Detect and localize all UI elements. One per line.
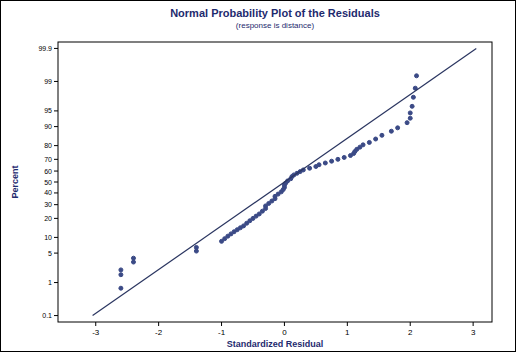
y-tick-label: 40 (44, 189, 52, 196)
x-tick (347, 322, 348, 326)
data-point (323, 161, 327, 165)
y-tick-label: 99 (44, 78, 52, 85)
y-tick-label: 10 (44, 234, 52, 241)
y-tick (54, 159, 58, 160)
data-point (119, 286, 123, 290)
x-tick-label: 2 (408, 328, 413, 337)
x-tick-label: -2 (155, 328, 163, 337)
y-tick (54, 315, 58, 316)
x-tick (284, 322, 285, 326)
x-axis-label: Standardized Residual (227, 339, 324, 349)
y-tick-label: 95 (44, 107, 52, 114)
y-tick-label: 90 (44, 123, 52, 130)
data-point (408, 111, 412, 115)
data-point (308, 166, 312, 170)
plot-frame (58, 42, 492, 322)
data-point (396, 126, 400, 130)
y-tick (54, 48, 58, 49)
data-point (361, 143, 365, 147)
plot-area (93, 48, 477, 315)
data-point (194, 245, 198, 249)
subtitle: (response is distance) (236, 21, 315, 30)
data-point (342, 155, 346, 159)
y-tick (54, 218, 58, 219)
y-tick-label: 80 (44, 142, 52, 149)
data-point (410, 104, 414, 108)
data-point (330, 159, 334, 163)
data-point (408, 116, 412, 120)
data-point (131, 256, 135, 260)
y-tick (54, 253, 58, 254)
y-tick (54, 282, 58, 283)
x-tick (158, 322, 159, 326)
x-tick-label: 0 (282, 328, 287, 337)
x-tick (95, 322, 96, 326)
y-axis-label: Percent (10, 165, 20, 198)
x-tick (473, 322, 474, 326)
data-point (317, 163, 321, 167)
y-tick (54, 81, 58, 82)
x-tick-label: 3 (471, 328, 476, 337)
x-tick-label: 1 (345, 328, 350, 337)
y-tick-label: 5 (48, 250, 52, 257)
data-point (374, 137, 378, 141)
data-point (380, 133, 384, 137)
y-tick (54, 237, 58, 238)
y-tick (54, 126, 58, 127)
fit-line (93, 48, 477, 315)
x-tick (410, 322, 411, 326)
chart-frame (1, 1, 516, 352)
y-tick-label: 20 (44, 215, 52, 222)
data-point (367, 140, 371, 144)
y-tick-label: 0.1 (42, 312, 52, 319)
y-tick-label: 99.9 (38, 45, 52, 52)
x-tick-label: -1 (218, 328, 226, 337)
y-tick-label: 30 (44, 201, 52, 208)
data-point (405, 121, 409, 125)
y-tick (54, 204, 58, 205)
y-tick (54, 192, 58, 193)
y-tick-label: 1 (48, 279, 52, 286)
title: Normal Probability Plot of the Residuals (170, 7, 380, 19)
data-point (415, 74, 419, 78)
y-tick-label: 50 (44, 179, 52, 186)
y-tick (54, 171, 58, 172)
y-tick (54, 110, 58, 111)
y-tick-label: 60 (44, 168, 52, 175)
x-tick (221, 322, 222, 326)
y-tick-label: 70 (44, 156, 52, 163)
chart: Normal Probability Plot of the Residuals… (0, 0, 516, 352)
y-tick (54, 182, 58, 183)
data-point (411, 95, 415, 99)
data-point (336, 157, 340, 161)
x-tick-label: -3 (92, 328, 100, 337)
y-tick (54, 145, 58, 146)
data-point (119, 273, 123, 277)
data-point (389, 129, 393, 133)
data-point (119, 268, 123, 272)
